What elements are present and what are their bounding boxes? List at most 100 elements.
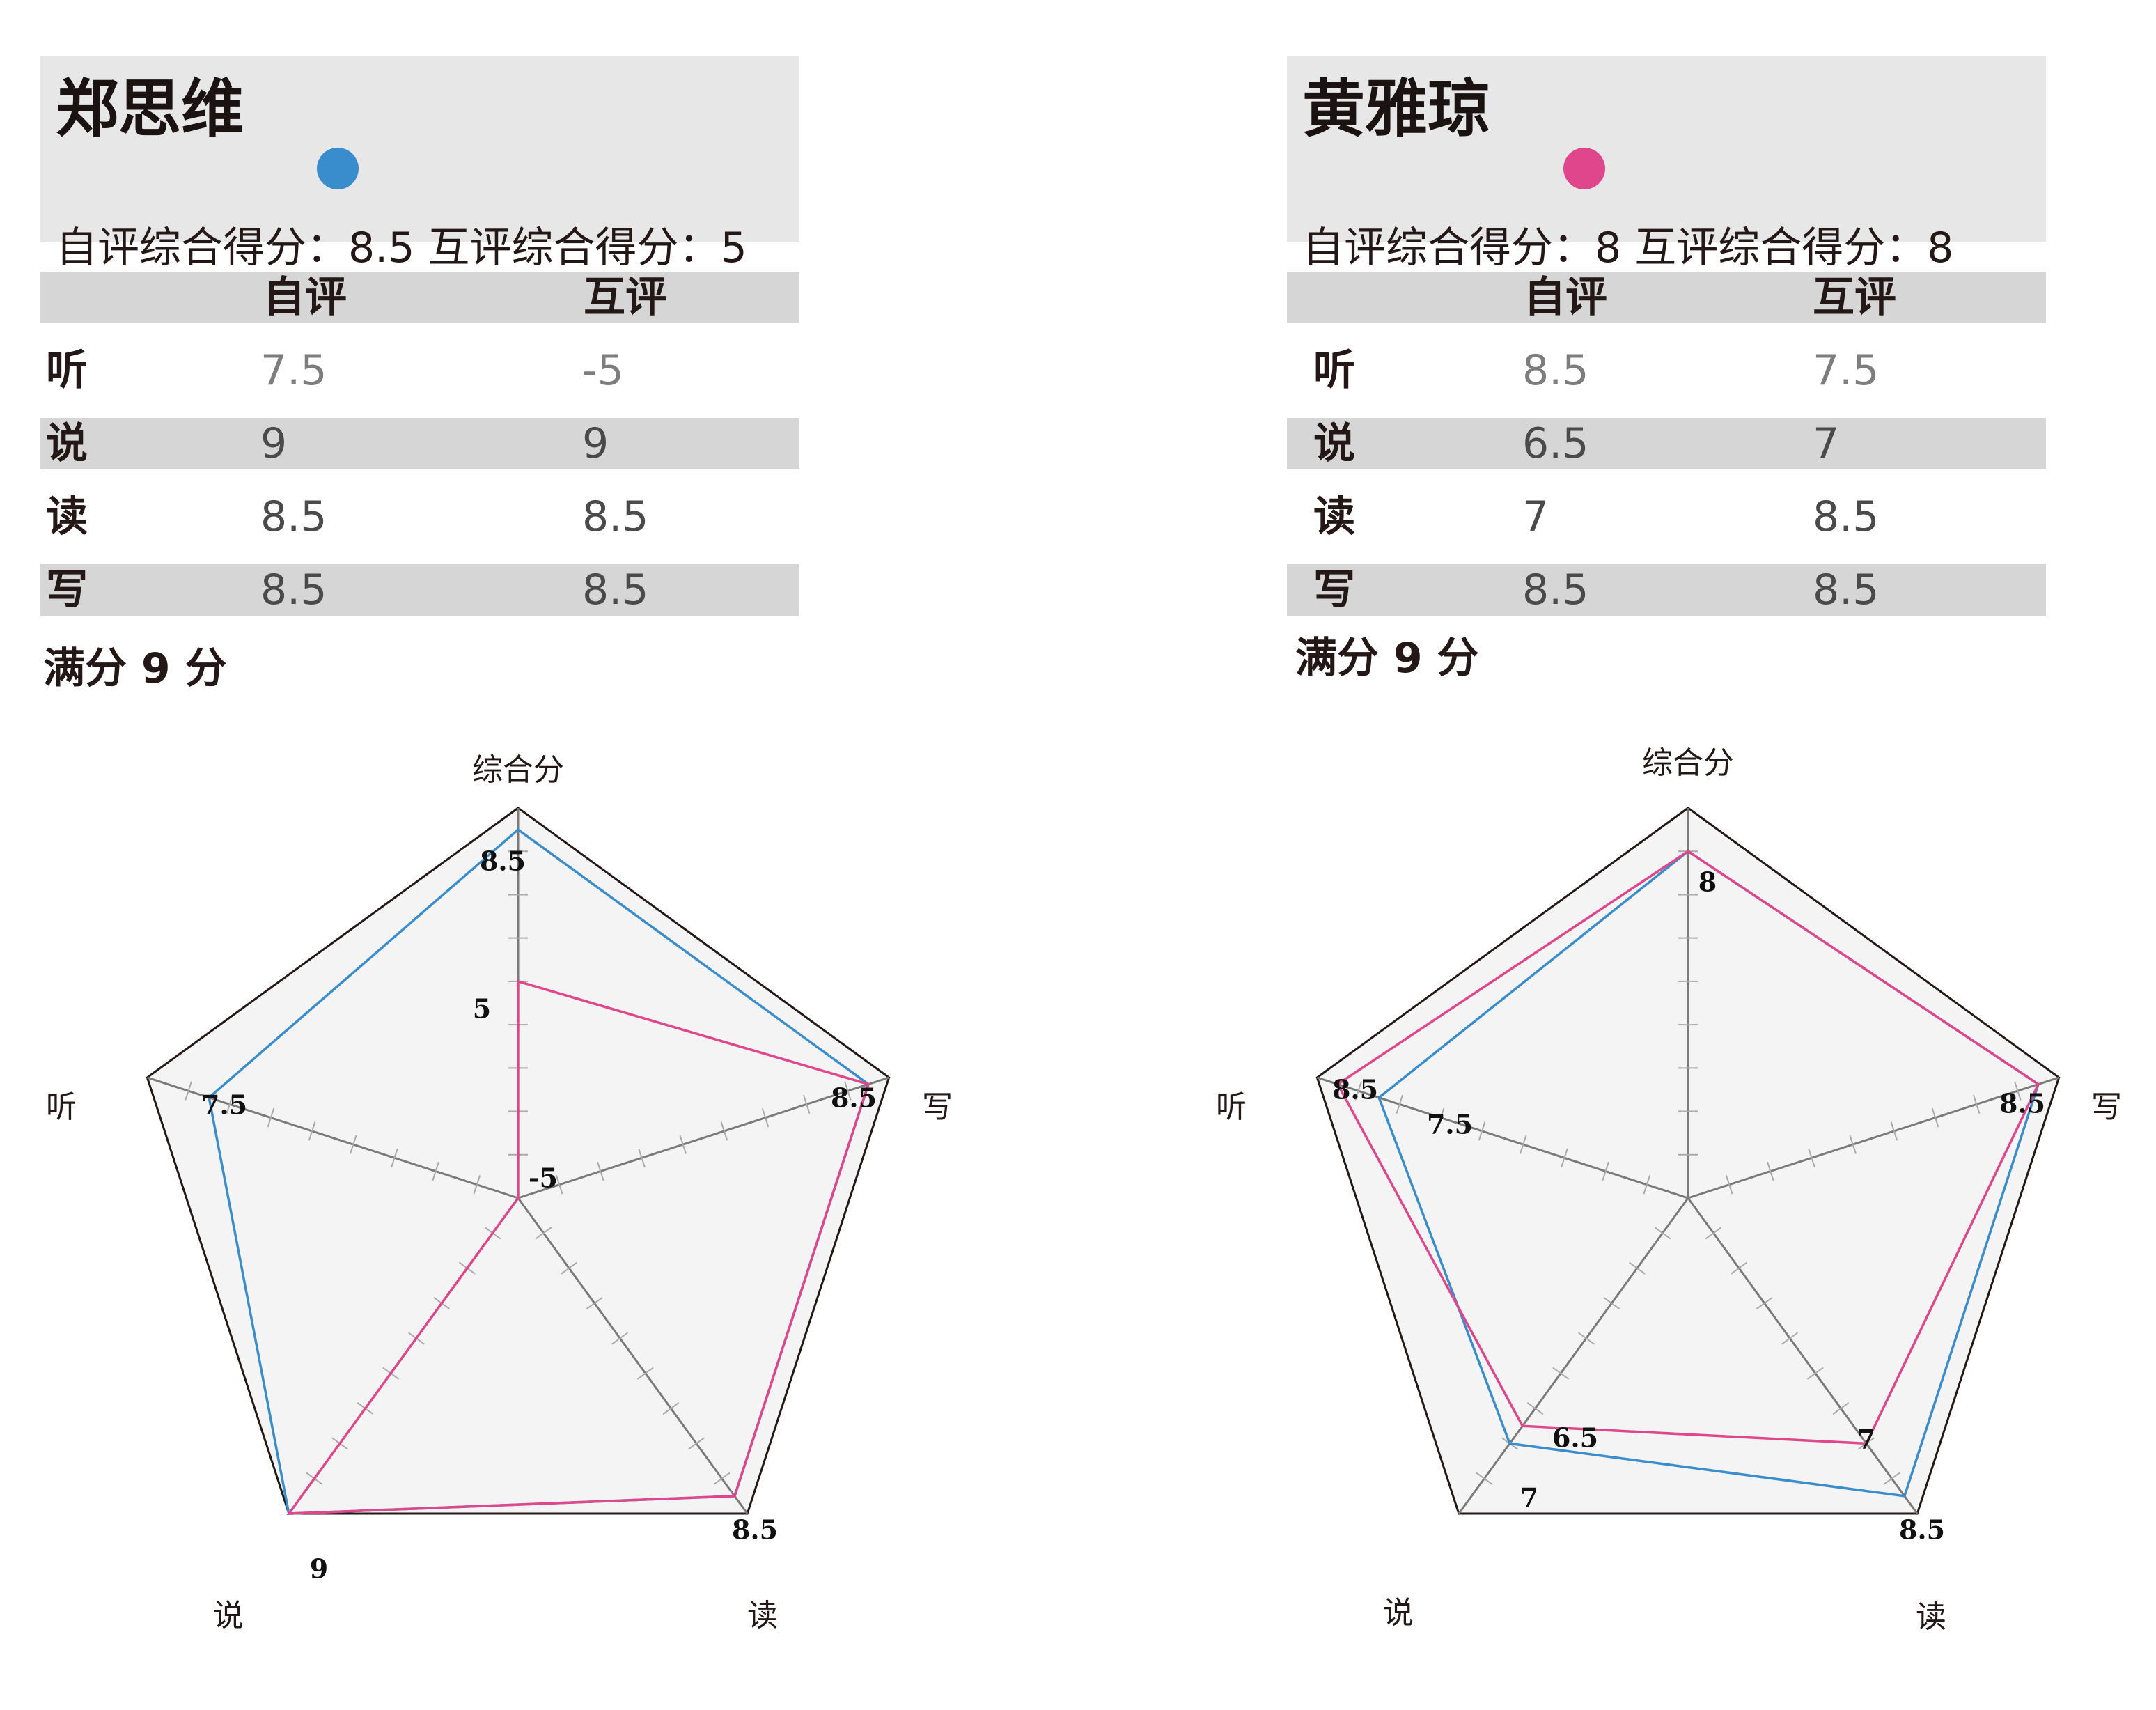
radar-tick (226, 1094, 234, 1114)
axis-label: 综合分 (1642, 745, 1734, 781)
peer-value: 8.5 (1813, 492, 1880, 541)
radar-tick (688, 1437, 705, 1450)
table-header-row: 自评 互评 (40, 272, 799, 323)
radar-tick (391, 1148, 398, 1167)
table-row: 说 9 9 (40, 418, 799, 469)
radar-tick (1643, 1175, 1651, 1195)
peer-header: 互评 (1813, 273, 1896, 322)
row-label: 听 (46, 346, 88, 395)
radar-tick (802, 1094, 811, 1114)
value-label: 8.5 (480, 846, 526, 877)
peer-value: -5 (582, 346, 624, 395)
value-label: 8.5 (1999, 1088, 2045, 1119)
self-value: 7 (1522, 492, 1549, 541)
value-label: 7.5 (1427, 1109, 1473, 1140)
peer-value: 9 (582, 419, 609, 468)
row-label: 读 (46, 492, 88, 541)
radar-tick (1577, 1332, 1595, 1345)
row-label: 读 (1313, 492, 1355, 541)
value-label: 7 (1520, 1482, 1538, 1514)
radar-tick (1890, 1121, 1898, 1141)
axis-label: 读 (747, 1598, 778, 1633)
series-peer-line (1336, 850, 2040, 1445)
radar-tick (350, 1135, 357, 1154)
radar-spoke (1687, 1076, 2060, 1199)
self-value: 9 (260, 419, 288, 468)
axis-label: 写 (2091, 1089, 2122, 1125)
radar-tick (1767, 1161, 1774, 1181)
student-header-1: 郑思维 自评综合得分：8.5 互评综合得分：5 (40, 56, 799, 272)
student-header-2: 黄雅琼 自评综合得分：8 互评综合得分：8 (1287, 56, 2046, 272)
radar-spoke (517, 1076, 890, 1199)
value-label: 7 (1857, 1424, 1875, 1455)
value-label: 5 (473, 993, 491, 1025)
radar-tick (1561, 1148, 1568, 1167)
radar-tick (2014, 1081, 2022, 1101)
axis-label: 听 (1216, 1089, 1247, 1125)
axis-label: 综合分 (472, 752, 564, 788)
radar-tick (473, 1175, 481, 1195)
student-name: 黄雅琼 (1302, 72, 1490, 146)
radar-tick (597, 1161, 604, 1181)
full-score-note: 满分 9 分 (1295, 634, 1479, 683)
row-label: 说 (1313, 419, 1355, 468)
composite-scores: 自评综合得分：8.5 互评综合得分：5 (56, 224, 747, 272)
axis-label: 说 (1383, 1595, 1414, 1631)
student-panel-1: 郑思维 自评综合得分：8.5 互评综合得分：5 自评 互评 听 7.5 -5 说… (40, 56, 953, 1633)
value-label: 6.5 (1552, 1422, 1598, 1454)
radar-spoke (1458, 1197, 1689, 1514)
axis-label: 说 (213, 1598, 244, 1633)
radar-tick (1628, 1261, 1646, 1275)
axis-label: 读 (1916, 1599, 1946, 1635)
radar-tick (185, 1081, 192, 1101)
row-label: 听 (1313, 346, 1355, 395)
axis-label: 写 (922, 1089, 953, 1125)
value-label: 7.5 (201, 1089, 247, 1121)
axis-label: 听 (46, 1089, 77, 1125)
radar-tick (1756, 1296, 1773, 1310)
table-row: 读 7 8.5 (1287, 491, 2046, 543)
table-row: 听 7.5 -5 (40, 345, 799, 396)
radar-tick (1654, 1227, 1671, 1240)
radar-tick (1478, 1121, 1486, 1141)
row-label: 说 (46, 419, 88, 468)
student-panel-2: 黄雅琼 自评综合得分：8 互评综合得分：8 自评 互评 听 8.5 7.5 说 … (1078, 0, 2156, 1710)
value-label: 8.5 (1332, 1074, 1378, 1105)
table-row: 说 6.5 7 (1287, 418, 2046, 469)
series-peer-line (286, 979, 870, 1515)
table-row: 写 8.5 8.5 (40, 564, 799, 616)
table-row: 读 8.5 8.5 (40, 491, 799, 543)
radar-tick (267, 1108, 275, 1128)
series-color-dot (1563, 148, 1605, 189)
radar-tick (1603, 1296, 1620, 1310)
row-label: 写 (46, 566, 88, 614)
peer-value: 7 (1813, 419, 1840, 468)
radar-tick (586, 1296, 603, 1310)
self-value: 7.5 (260, 346, 327, 395)
radar-tick (432, 1161, 439, 1181)
radar-tick (1806, 1367, 1824, 1380)
composite-scores: 自评综合得分：8 互评综合得分：8 (1302, 224, 1954, 272)
self-header: 自评 (1524, 273, 1607, 322)
radar-tick (1972, 1094, 1981, 1114)
table-row: 听 8.5 7.5 (1287, 345, 2046, 396)
radar-tick (720, 1121, 728, 1141)
full-score-note: 满分 9 分 (43, 644, 227, 693)
self-value: 8.5 (1522, 346, 1589, 395)
peer-value: 8.5 (1813, 566, 1880, 614)
radar-tick (1705, 1227, 1722, 1240)
radar-tick (1602, 1161, 1609, 1181)
series-color-dot (317, 148, 359, 189)
radar-tick (561, 1261, 578, 1275)
value-label: -5 (529, 1163, 558, 1194)
radar-tick (1437, 1108, 1445, 1128)
radar-tick (535, 1227, 552, 1240)
radar-tick (638, 1148, 646, 1167)
radar-tick (1808, 1148, 1815, 1167)
radar-spoke (1687, 1197, 1919, 1514)
value-label: 8.5 (831, 1082, 877, 1114)
radar-tick (1731, 1261, 1748, 1275)
table-header-row: 自评 互评 (1287, 272, 2046, 323)
radar-tick (679, 1135, 687, 1154)
